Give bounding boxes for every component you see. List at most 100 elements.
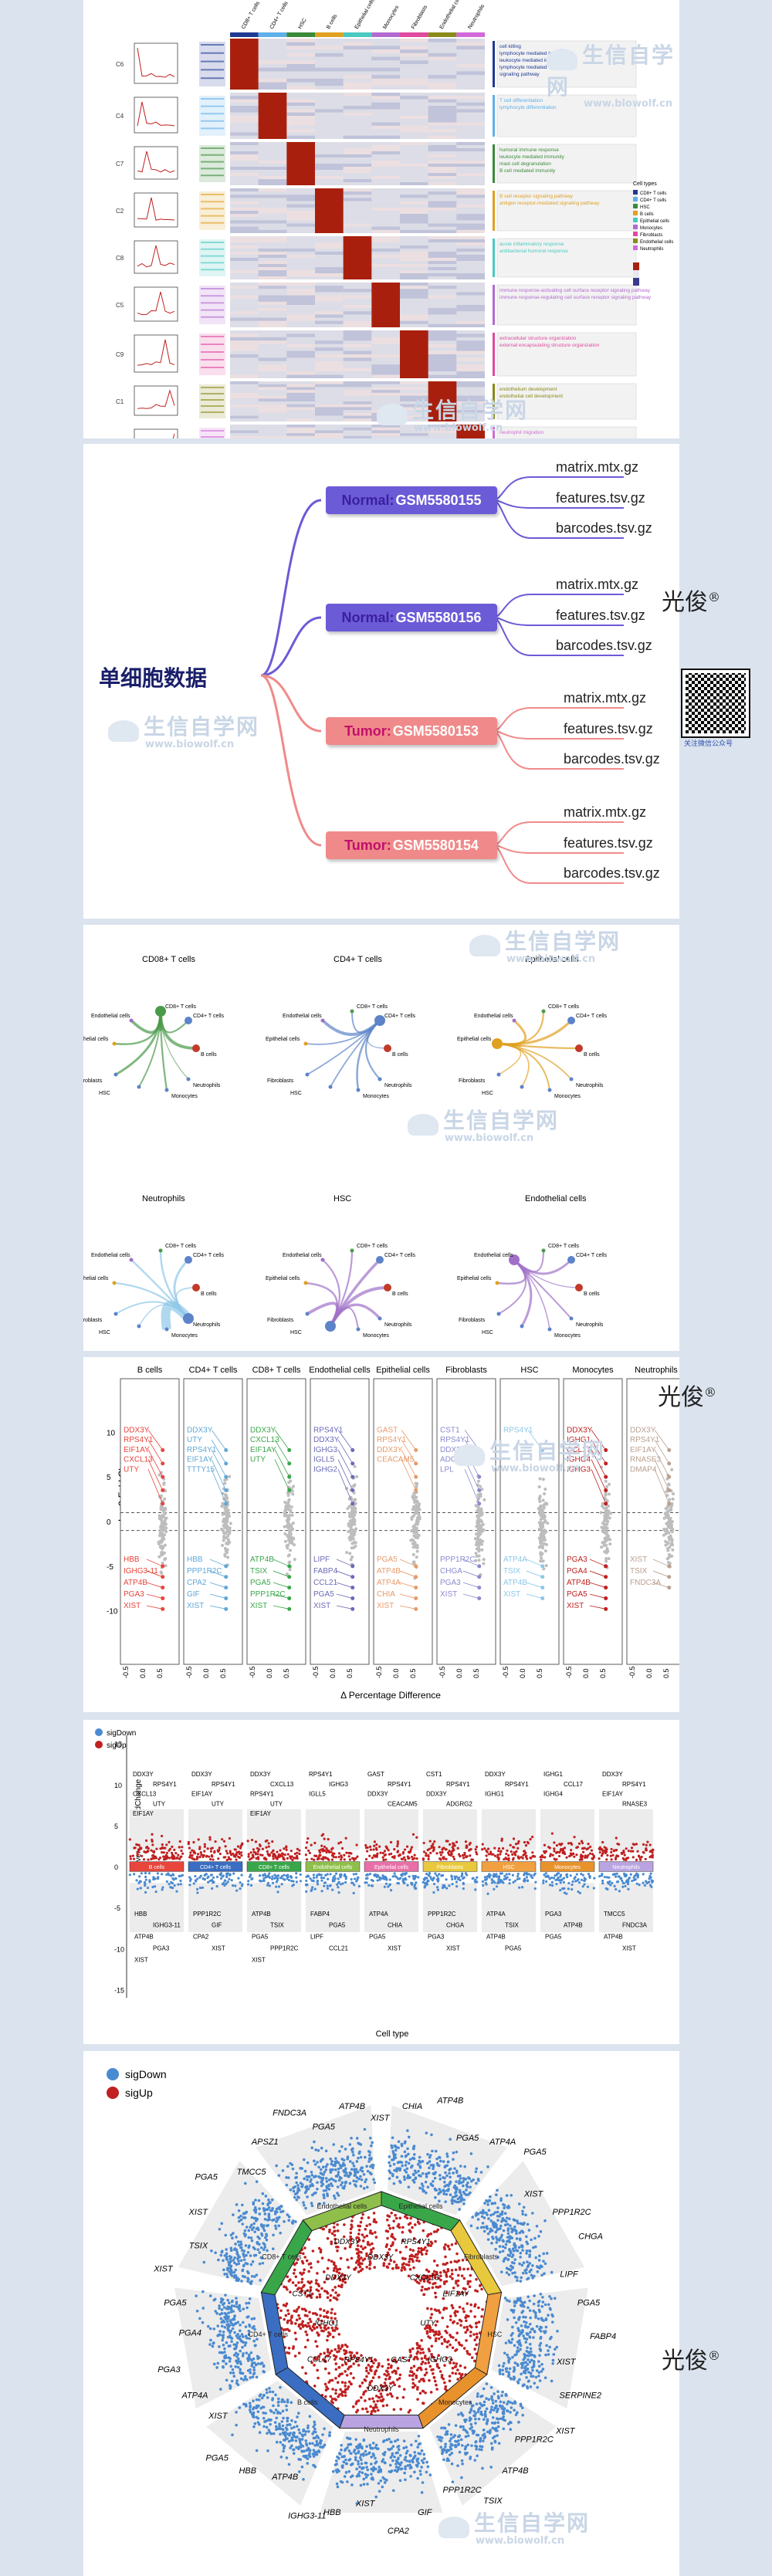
- gene-point: [499, 1880, 503, 1883]
- gene-point: [445, 2174, 449, 2178]
- gene-point: [228, 1877, 231, 1880]
- heatmap-cell: [371, 270, 400, 273]
- gene-point: [353, 1511, 357, 1515]
- gene-point: [388, 2161, 391, 2165]
- gene-point: [516, 2219, 519, 2222]
- gene-point: [246, 1840, 249, 1843]
- gene-point: [136, 1887, 139, 1891]
- gene-point: [581, 1847, 584, 1850]
- up-gene-label: TTTY15: [187, 1465, 215, 1474]
- heatmap-cell: [371, 207, 400, 211]
- up-gene-label: EIF1AY: [133, 1810, 154, 1817]
- up-range-band: [247, 1809, 301, 1850]
- heatmap-cell: [258, 236, 287, 239]
- label-leader: [273, 1570, 290, 1578]
- gene-point: [456, 1847, 459, 1850]
- gene-point: [608, 1876, 611, 1879]
- color-scale: [633, 278, 639, 286]
- gene-point: [434, 2295, 438, 2299]
- gene-point: [500, 2233, 504, 2237]
- gene-point: [425, 1872, 428, 1876]
- gene-point: [200, 1853, 203, 1857]
- gene-point: [452, 2287, 455, 2290]
- gene-point: [566, 1875, 569, 1879]
- gene-point: [282, 1877, 285, 1880]
- heatmap-cell: [315, 148, 344, 151]
- heatmap-cell: [400, 201, 428, 205]
- gene-point: [517, 1840, 520, 1843]
- heatmap-cell: [371, 211, 400, 215]
- gene-point: [329, 1884, 332, 1887]
- gene-point: [605, 1848, 608, 1851]
- network-node: [320, 1018, 325, 1023]
- gene-point: [352, 1498, 356, 1502]
- heatmap-cell: [456, 49, 485, 53]
- gene-point: [433, 2273, 437, 2276]
- gene-point: [410, 2165, 413, 2169]
- up-gene-point: [161, 1474, 165, 1479]
- gene-point: [507, 1853, 510, 1857]
- label-leader: [462, 1582, 479, 1588]
- gene-point: [432, 2164, 435, 2167]
- gene-point: [280, 1883, 283, 1886]
- gene-point: [667, 1523, 671, 1527]
- gene-point: [218, 1852, 222, 1856]
- gene-point: [383, 1885, 386, 1888]
- gene-point: [208, 1838, 212, 1841]
- heatmap-high-block: [230, 39, 259, 90]
- signature: 光俊®: [658, 1384, 716, 1411]
- heatmap-cell: [230, 264, 259, 267]
- gene-point: [378, 1845, 381, 1848]
- gene-point: [283, 1874, 286, 1877]
- gene-point: [497, 1858, 500, 1861]
- legend-label: Epithelial cells: [640, 219, 669, 224]
- gene-point: [394, 2266, 398, 2270]
- gene-point: [461, 2291, 465, 2294]
- gene-point: [410, 1846, 414, 1849]
- gene-point: [540, 1858, 543, 1861]
- down-gene-point: [287, 1596, 292, 1600]
- heatmap-cell: [428, 214, 457, 218]
- down-gene-point: [477, 1596, 482, 1600]
- gene-point: [592, 1856, 596, 1859]
- gene-point: [427, 1853, 430, 1857]
- gene-point: [212, 1858, 215, 1861]
- gene-point: [642, 1843, 645, 1846]
- down-gene-point: [350, 1596, 355, 1600]
- gene-point: [404, 2164, 408, 2167]
- gene-point: [474, 1880, 477, 1884]
- watermark: 生信自学网 www.biowolf.cn: [454, 1434, 605, 1474]
- heatmap-cell: [428, 82, 457, 86]
- up-gene-label: RPS4Y1: [212, 1781, 235, 1788]
- gene-point: [621, 1881, 625, 1884]
- label-leader: [337, 1439, 354, 1464]
- gene-point: [226, 1872, 229, 1875]
- gene-point: [310, 1857, 313, 1860]
- go-term: immune response-regulating cell surface …: [499, 295, 652, 300]
- file-label: matrix.mtx.gz: [564, 690, 647, 706]
- network-node-label: Endothelial cells: [91, 1014, 130, 1019]
- gene-point: [546, 1522, 550, 1525]
- gene-point: [489, 1874, 492, 1877]
- gene-point: [354, 1873, 358, 1876]
- gene-point: [276, 1874, 280, 1877]
- gene-point: [350, 1518, 354, 1522]
- x-axis-label: Cell type: [376, 2029, 409, 2039]
- gene-point: [286, 1494, 290, 1498]
- network-node-label: Fibroblasts: [83, 1078, 103, 1084]
- gene-point: [411, 1881, 414, 1885]
- heatmap-cell: [371, 179, 400, 182]
- gene-point: [600, 1545, 604, 1549]
- down-gene-label: PGA3: [124, 1590, 144, 1599]
- heatmap-cell: [371, 381, 400, 384]
- heatmap-cell: [286, 374, 315, 378]
- gene-point: [449, 2167, 452, 2171]
- label-leader: [526, 1559, 543, 1567]
- network-node-label: CD8+ T cells: [548, 1004, 580, 1010]
- heatmap-cell: [343, 311, 372, 315]
- gene-point: [408, 2257, 411, 2261]
- heatmap-cell: [343, 106, 372, 110]
- gene-point: [469, 2185, 472, 2188]
- down-gene-label: ATP4B: [567, 1579, 591, 1587]
- gene-point: [307, 1849, 310, 1853]
